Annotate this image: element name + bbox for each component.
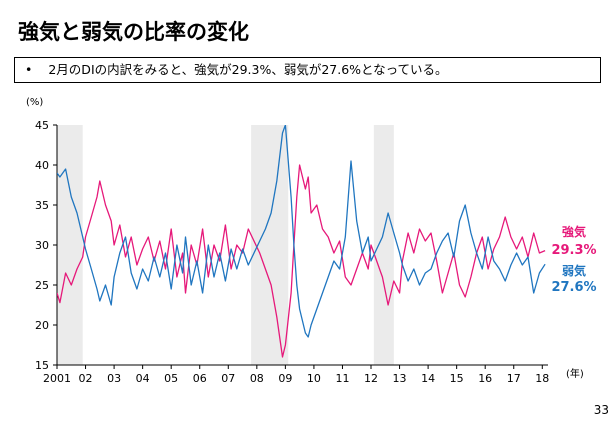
x-tick-label: 06 [193,372,207,385]
y-tick-label: 20 [35,319,49,332]
y-tick-label: 15 [35,359,49,372]
x-tick-label: 16 [478,372,492,385]
y-tick-label: 40 [35,159,49,172]
x-tick-label: 10 [307,372,321,385]
y-tick-label: 30 [35,239,49,252]
y-unit-label: (%) [26,97,43,108]
recession-band [373,125,394,365]
recession-band [251,125,289,365]
x-tick-label: 2001 [43,372,71,385]
x-tick-label: 05 [164,372,178,385]
recession-band [57,125,83,365]
x-tick-label: 17 [507,372,521,385]
series-line-bullish [57,164,546,358]
bullet-icon: • [25,62,33,77]
x-tick-label: 07 [221,372,235,385]
x-tick-label: 15 [450,372,464,385]
page-number: 33 [593,403,609,417]
legend-label: 強気 [562,224,586,239]
x-unit-label: (年) [566,367,584,380]
x-tick-label: 09 [278,372,292,385]
legend-label: 弱気 [562,263,586,278]
summary-box: • 2月のDIの内訳をみると、強気が29.3%、弱気が27.6%となっている。 [14,57,601,83]
legend-value: 27.6% [551,280,596,295]
y-tick-label: 35 [35,199,49,212]
y-tick-label: 25 [35,279,49,292]
x-tick-label: 14 [421,372,435,385]
summary-text: 2月のDIの内訳をみると、強気が29.3%、弱気が27.6%となっている。 [48,62,448,77]
x-tick-label: 11 [335,372,349,385]
series-line-bearish [57,125,546,338]
x-tick-label: 13 [393,372,407,385]
legend-value: 29.3% [551,243,596,258]
x-tick-label: 12 [364,372,378,385]
x-tick-label: 08 [250,372,264,385]
page-title: 強気と弱気の比率の変化 [18,20,249,44]
x-tick-label: 02 [79,372,93,385]
x-tick-label: 04 [136,372,150,385]
x-tick-label: 18 [535,372,549,385]
y-tick-label: 45 [35,119,49,132]
x-tick-label: 03 [107,372,121,385]
